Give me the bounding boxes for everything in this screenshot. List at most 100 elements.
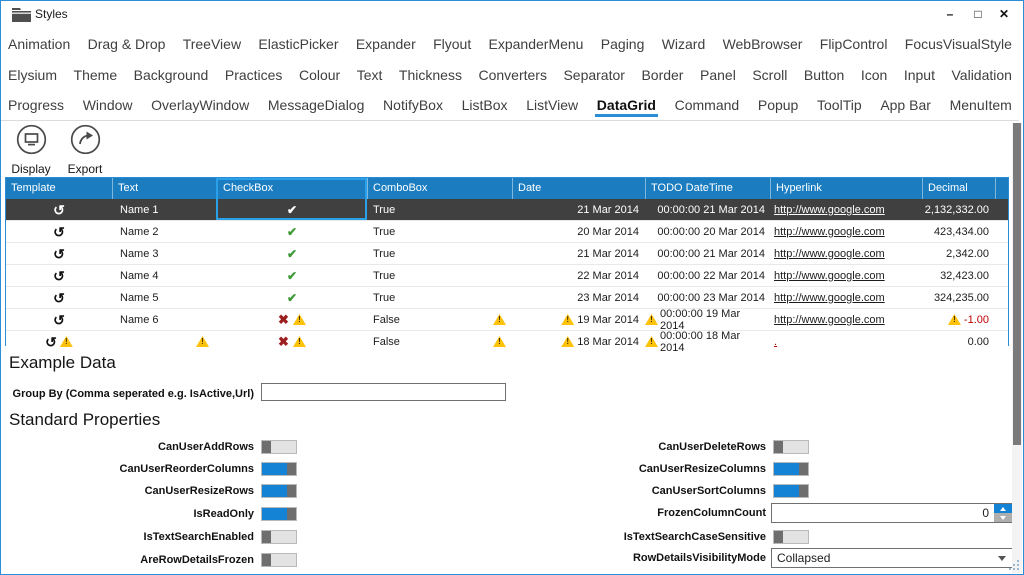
menu-tab[interactable]: Theme	[73, 66, 118, 83]
cell-checkbox[interactable]: ✖	[217, 309, 367, 330]
column-header-hyperlink[interactable]: Hyperlink	[770, 178, 922, 199]
table-row[interactable]: ↺ Name 1 ✔ True 21 Mar 2014 00:00:00 21 …	[6, 199, 1008, 220]
toggle-istextsearchcasesensitive[interactable]	[773, 530, 809, 544]
table-row[interactable]: ↺ Name 6 ✖ False 19 Mar 2014 00:00:00 19…	[6, 308, 1008, 330]
menu-tab[interactable]: Window	[82, 97, 133, 113]
resize-grip[interactable]	[1009, 560, 1019, 570]
menu-tab[interactable]: Command	[674, 97, 740, 113]
menu-tab[interactable]: Popup	[757, 97, 799, 113]
menu-tab[interactable]: FocusVisualStyle	[904, 35, 1012, 52]
toggle-canuserresizecolumns[interactable]	[773, 462, 809, 476]
cell-date[interactable]: 18 Mar 2014	[512, 331, 645, 352]
cell-template[interactable]: ↺	[6, 331, 112, 352]
menu-tab[interactable]: Drag & Drop	[87, 35, 166, 52]
cell-decimal[interactable]: 0.00	[967, 335, 989, 348]
table-row[interactable]: ↺ Name 5 ✔ True 23 Mar 2014 00:00:00 23 …	[6, 286, 1008, 308]
table-row[interactable]: ↺ ✖ False 18 Mar 2014 00:00:00 18 Mar 20…	[6, 330, 1008, 352]
cell-date[interactable]: 19 Mar 2014	[512, 309, 645, 330]
export-button[interactable]: Export	[61, 124, 109, 176]
menu-tab[interactable]: WebBrowser	[722, 35, 803, 52]
cell-checkbox[interactable]: ✔	[217, 287, 367, 308]
menu-tab[interactable]: Paging	[600, 35, 645, 52]
undo-icon[interactable]: ↺	[53, 267, 65, 284]
cell-decimal[interactable]: 324,235.00	[933, 291, 989, 304]
cell-combobox[interactable]: False	[367, 309, 512, 330]
cell-date[interactable]: 22 Mar 2014	[577, 269, 639, 282]
cell-text[interactable]: Name 3	[120, 247, 159, 260]
cell-todo[interactable]: 00:00:00 21 Mar 2014	[657, 247, 765, 260]
menu-tab[interactable]: Elysium	[8, 66, 58, 83]
hyperlink[interactable]: http://www.google.com	[774, 291, 885, 304]
menu-tab[interactable]: Practices	[224, 66, 283, 83]
menu-tab[interactable]: Flyout	[433, 35, 472, 52]
menu-tab[interactable]: MessageDialog	[267, 97, 365, 113]
group-by-input[interactable]	[261, 383, 506, 401]
menu-tab[interactable]: MenuItem	[949, 97, 1012, 113]
cell-text[interactable]: Name 4	[120, 269, 159, 282]
hyperlink[interactable]: http://www.google.com	[774, 247, 885, 260]
cell-template[interactable]: ↺	[6, 199, 112, 220]
menu-tab[interactable]: Icon	[860, 66, 888, 83]
undo-icon[interactable]: ↺	[45, 333, 57, 350]
menu-tab[interactable]: Border	[641, 66, 684, 83]
toggle-istextsearchenabled[interactable]	[261, 530, 297, 544]
scrollbar-thumb[interactable]	[1013, 123, 1021, 445]
cell-todo[interactable]: 00:00:00 22 Mar 2014	[657, 269, 765, 282]
toggle-canuserdeleterows[interactable]	[773, 440, 809, 454]
cell-combobox[interactable]: True	[373, 225, 396, 238]
cell-checkbox[interactable]: ✖	[217, 331, 367, 352]
toggle-arerowdetailsfrozen[interactable]	[261, 553, 297, 567]
menu-tab[interactable]: Panel	[700, 66, 736, 83]
toggle-isreadonly[interactable]	[261, 507, 297, 521]
cell-combobox[interactable]: True	[373, 203, 396, 216]
menu-tab[interactable]: Wizard	[661, 35, 706, 52]
column-header-checkbox[interactable]: CheckBox	[217, 178, 367, 199]
undo-icon[interactable]: ↺	[53, 223, 65, 240]
menu-tab[interactable]: TreeView	[182, 35, 242, 52]
column-header-date[interactable]: Date	[512, 178, 645, 199]
hyperlink[interactable]: .	[774, 335, 778, 348]
display-button[interactable]: Display	[7, 124, 55, 176]
menu-tab[interactable]: Converters	[478, 66, 547, 83]
menu-tab[interactable]: OverlayWindow	[151, 97, 250, 113]
toggle-canuseraddrows[interactable]	[261, 440, 297, 454]
cell-template[interactable]: ↺	[6, 265, 112, 286]
menu-tab[interactable]: Scroll	[752, 66, 788, 83]
undo-icon[interactable]: ↺	[53, 289, 65, 306]
tab-datagrid[interactable]: DataGrid	[594, 90, 659, 120]
cell-todo[interactable]: 00:00:00 19 Mar 2014	[645, 309, 770, 330]
menu-tab[interactable]: FlipControl	[819, 35, 888, 52]
cell-template[interactable]: ↺	[6, 243, 112, 264]
spin-down-button[interactable]	[994, 513, 1012, 522]
cell-combobox[interactable]: True	[373, 247, 396, 260]
cell-template[interactable]: ↺	[6, 309, 112, 330]
menu-tab[interactable]: Input	[903, 66, 935, 83]
cell-decimal[interactable]: 423,434.00	[933, 225, 989, 238]
cell-decimal[interactable]: 2,132,332.00	[924, 203, 989, 216]
cell-combobox[interactable]: False	[367, 331, 512, 352]
menu-tab[interactable]: Animation	[8, 35, 71, 52]
hyperlink[interactable]: http://www.google.com	[774, 203, 885, 216]
table-row[interactable]: ↺ Name 3 ✔ True 21 Mar 2014 00:00:00 21 …	[6, 242, 1008, 264]
cell-template[interactable]: ↺	[6, 287, 112, 308]
hyperlink[interactable]: http://www.google.com	[774, 313, 885, 326]
cell-checkbox[interactable]: ✔	[217, 199, 367, 220]
cell-combobox[interactable]: True	[373, 269, 396, 282]
menu-tab[interactable]: Expander	[355, 35, 416, 52]
cell-todo[interactable]: 00:00:00 21 Mar 2014	[657, 203, 765, 216]
cell-date[interactable]: 20 Mar 2014	[577, 225, 639, 238]
close-button[interactable]: ✕	[998, 7, 1010, 21]
cell-todo[interactable]: 00:00:00 23 Mar 2014	[657, 291, 765, 304]
menu-tab[interactable]: ListView	[526, 97, 579, 113]
column-header-combobox[interactable]: ComboBox	[367, 178, 512, 199]
menu-tab[interactable]: Text	[356, 66, 383, 83]
cell-date[interactable]: 21 Mar 2014	[577, 203, 639, 216]
frozen-column-count-stepper[interactable]: 0	[771, 503, 1013, 523]
row-details-visibility-dropdown[interactable]: Collapsed	[771, 548, 1013, 568]
menu-tab[interactable]: Button	[803, 66, 845, 83]
cell-checkbox[interactable]: ✔	[217, 243, 367, 264]
cell-checkbox[interactable]: ✔	[217, 221, 367, 242]
undo-icon[interactable]: ↺	[53, 201, 65, 218]
cell-text[interactable]	[112, 331, 217, 352]
menu-tab[interactable]: Progress	[8, 97, 65, 113]
